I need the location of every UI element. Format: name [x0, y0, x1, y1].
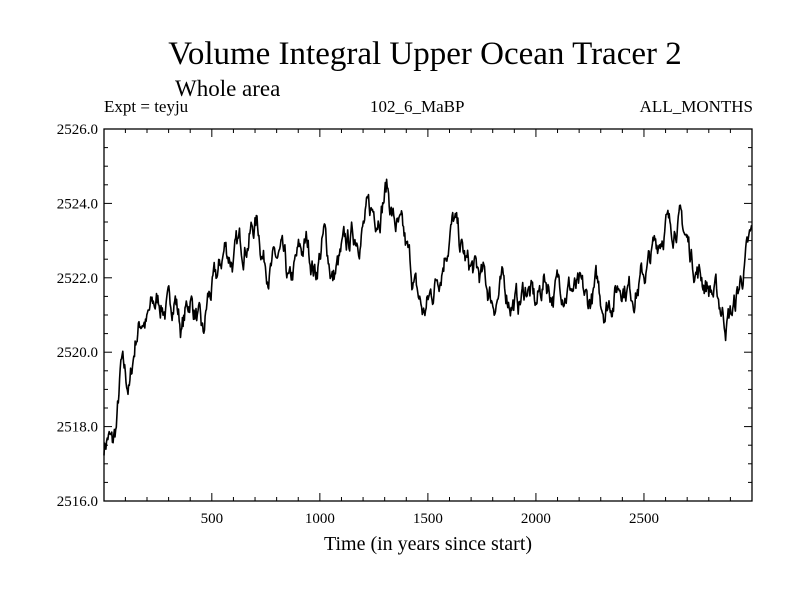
y-tick-label: 2518.0 [57, 420, 98, 436]
period-label: 102_6_MaBP [370, 97, 465, 116]
x-tick-label: 1500 [413, 511, 443, 527]
series-line [103, 178, 753, 456]
y-tick-label: 2516.0 [57, 494, 98, 510]
y-tick-label: 2520.0 [57, 345, 98, 361]
y-tick-label: 2526.0 [57, 122, 98, 138]
chart-subtitle: Whole area [175, 76, 281, 101]
months-label: ALL_MONTHS [639, 97, 753, 116]
x-tick-label: 1000 [305, 511, 335, 527]
series-layer [103, 178, 753, 456]
axis-ticks: 2516.0 2518.0 2520.0 2522.0 2524.0 2526.0 500 1… [57, 122, 752, 527]
x-axis-label: Time (in years since start) [323, 533, 533, 555]
y-tick-label: 2524.0 [57, 196, 98, 212]
x-tick-label: 500 [201, 511, 224, 527]
x-tick-label: 2500 [629, 511, 659, 527]
experiment-label: Expt = teyju [104, 97, 189, 116]
y-tick-label: 2522.0 [57, 271, 98, 287]
x-tick-label: 2000 [521, 511, 551, 527]
chart-title: Volume Integral Upper Ocean Tracer 2 [168, 36, 682, 72]
